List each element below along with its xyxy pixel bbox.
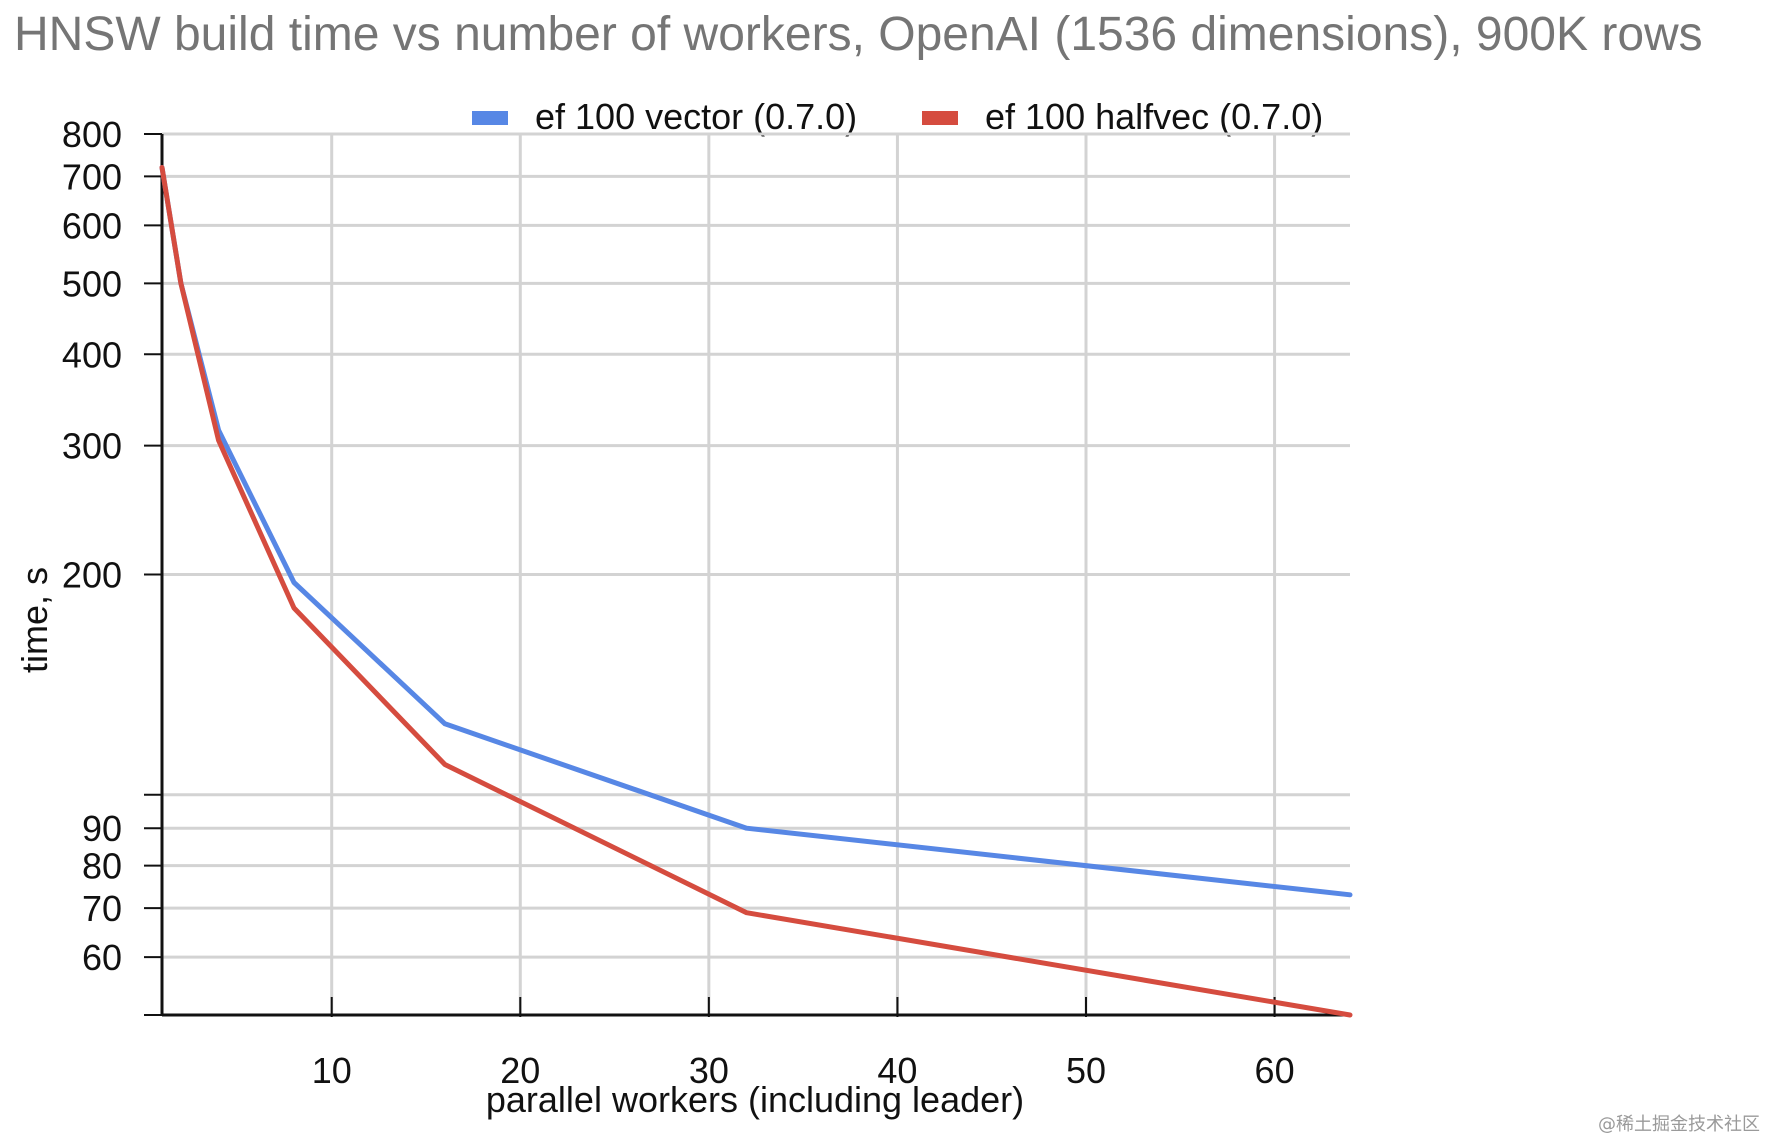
chart-title: HNSW build time vs number of workers, Op… (14, 8, 1703, 61)
y-tick-label-400: 400 (62, 334, 122, 375)
x-tick-label-40: 40 (877, 1050, 917, 1091)
legend-swatch-2 (922, 111, 958, 125)
y-tick-label-200: 200 (62, 555, 122, 596)
y-tick-label-60: 60 (82, 937, 122, 978)
x-axis-label: parallel workers (including leader) (486, 1079, 1024, 1120)
watermark-text: @稀土掘金技术社区 (1598, 1114, 1760, 1135)
y-tick-label-500: 500 (62, 263, 122, 304)
y-tick-label-600: 600 (62, 205, 122, 246)
series-layer (159, 165, 1353, 1018)
x-tick-label-20: 20 (500, 1050, 540, 1091)
series-line-2 (159, 165, 1353, 1018)
legend-swatch-1 (472, 111, 508, 125)
y-tick-label-800: 800 (62, 114, 122, 155)
y-tick-label-80: 80 (82, 846, 122, 887)
y-tick-label-90: 90 (82, 808, 122, 849)
x-tick-label-60: 60 (1255, 1050, 1295, 1091)
legend-label-2: ef 100 halfvec (0.7.0) (985, 96, 1323, 137)
y-tick-label-300: 300 (62, 426, 122, 467)
y-tick-label-70: 70 (82, 888, 122, 929)
legend-label-1: ef 100 vector (0.7.0) (535, 96, 857, 137)
axes (144, 133, 1350, 1017)
y-tick-label-700: 700 (62, 156, 122, 197)
y-axis-label: time, s (14, 567, 55, 673)
series-line-1 (159, 165, 1353, 898)
legend: ef 100 vector (0.7.0) ef 100 halfvec (0.7… (472, 96, 1323, 137)
grid (162, 132, 1350, 1015)
x-tick-label-30: 30 (689, 1050, 729, 1091)
x-tick-label-10: 10 (312, 1050, 352, 1091)
x-tick-label-50: 50 (1066, 1050, 1106, 1091)
